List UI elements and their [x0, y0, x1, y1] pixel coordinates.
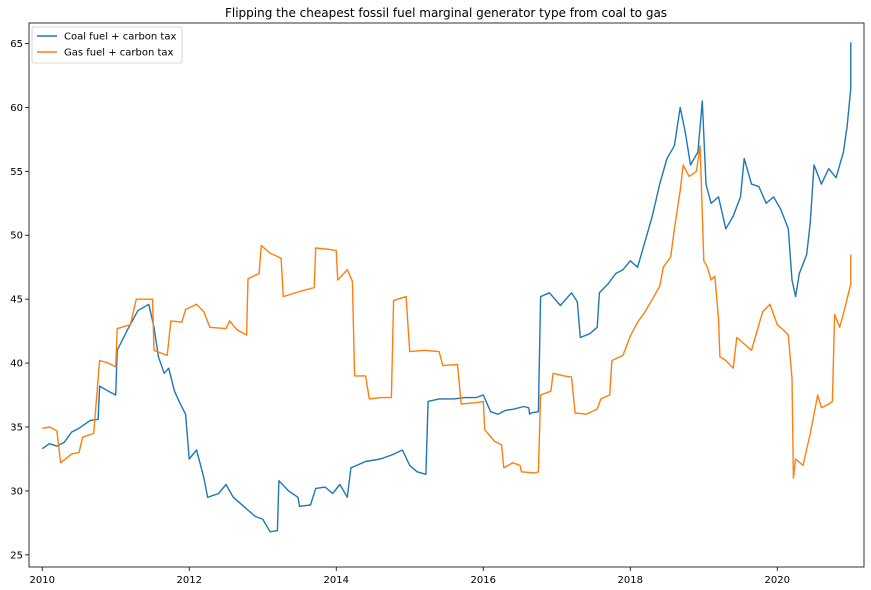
series-line-coal [41, 42, 852, 533]
legend-coal-label: Coal fuel + carbon tax [64, 32, 176, 43]
series-line-gas [42, 145, 852, 479]
x-axis: 2010 2012 2014 2016 2018 2020 [30, 567, 790, 586]
y-tick-label: 50 [10, 231, 23, 242]
x-tick-label: 2012 [177, 575, 202, 586]
y-tick-label: 25 [10, 550, 23, 561]
plot-area [29, 23, 864, 567]
legend-gas-label: Gas fuel + carbon tax [64, 48, 174, 59]
y-tick-label: 30 [10, 486, 23, 497]
y-tick-label: 55 [10, 167, 23, 178]
y-tick-label: 65 [10, 39, 23, 50]
x-tick-label: 2016 [471, 575, 496, 586]
legend: Coal fuel + carbon tax Gas fuel + carbon… [31, 26, 183, 64]
y-tick-label: 35 [10, 423, 23, 434]
y-tick-label: 45 [10, 295, 23, 306]
chart-title: Flipping the cheapest fossil fuel margin… [225, 6, 667, 20]
x-tick-label: 2010 [30, 575, 55, 586]
x-tick-label: 2020 [765, 575, 790, 586]
y-tick-label: 60 [10, 103, 23, 114]
y-tick-label: 40 [10, 359, 23, 370]
series-layer [41, 42, 852, 533]
plot-frame [28, 22, 865, 568]
x-tick-label: 2014 [324, 575, 349, 586]
legend-box [31, 26, 183, 64]
y-axis: 25 30 35 40 45 50 55 60 65 [10, 39, 29, 561]
x-tick-label: 2018 [618, 575, 643, 586]
